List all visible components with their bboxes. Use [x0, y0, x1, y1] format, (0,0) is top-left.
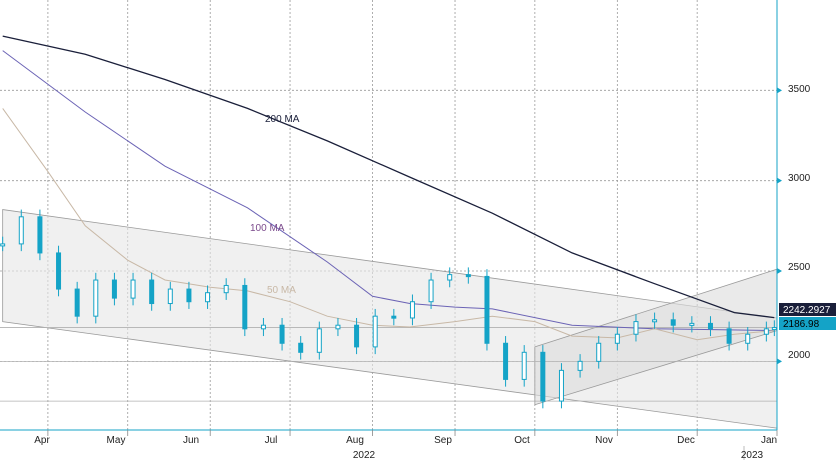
candle-body — [726, 328, 732, 344]
candle-body — [558, 369, 564, 402]
candle-body — [521, 351, 527, 380]
candle-body — [540, 351, 546, 402]
moving-average-lines — [2, 35, 775, 341]
candle-body — [298, 342, 304, 353]
candle-body — [771, 327, 777, 331]
y-tick-label: 3000 — [788, 173, 811, 184]
price-candles — [0, 209, 777, 409]
candle-body — [93, 279, 99, 317]
candle-body — [111, 279, 117, 299]
candle-body — [633, 321, 639, 335]
candle-body — [354, 324, 360, 348]
x-tick-label: Jun — [183, 435, 199, 446]
candle-body — [186, 288, 192, 303]
candle-body — [335, 324, 341, 330]
ma200-price-badge: 2242.2927 — [779, 303, 836, 316]
ma200-line — [2, 35, 775, 319]
candle-body — [465, 274, 471, 278]
y-tick-label: 2000 — [788, 350, 811, 361]
y-axis-ticks: 2000 2500 3000 3500 — [788, 84, 811, 361]
last-price-value: 2186.98 — [783, 319, 820, 330]
y-tick-label: 3500 — [788, 84, 811, 95]
x-tick-label: Jan — [761, 435, 777, 446]
ma50-label: 50 MA — [267, 285, 296, 296]
candle-body — [689, 322, 695, 326]
horizontal-levels — [0, 327, 777, 402]
x-tick-label: Apr — [34, 435, 50, 446]
candle-body — [652, 319, 658, 323]
candle-body — [484, 275, 490, 344]
candle-body — [56, 252, 62, 290]
ma100-label: 100 MA — [250, 223, 285, 234]
candle-body — [167, 288, 173, 305]
candle-body — [707, 322, 713, 330]
candle-body — [18, 216, 24, 245]
x-tick-label: May — [107, 435, 126, 446]
candle-body — [372, 315, 378, 348]
y-axis-tick-marker — [777, 177, 782, 184]
candle-body — [391, 315, 397, 319]
candle-body — [74, 288, 80, 317]
candle-body — [745, 333, 751, 344]
x-tick-label: Sep — [434, 435, 452, 446]
candle-body — [242, 284, 248, 330]
candle-body — [205, 292, 211, 303]
candle-body — [0, 243, 6, 247]
candle-body — [130, 279, 136, 299]
y-axis-tick-marker — [777, 358, 782, 365]
x-tick-label: Nov — [595, 435, 613, 446]
candle-body — [447, 274, 453, 281]
trend-channels — [2, 209, 778, 429]
candle-body — [37, 216, 43, 254]
y-tick-label: 2500 — [788, 262, 811, 273]
ma100-line — [2, 50, 775, 332]
y-axis-tick-marker — [777, 268, 782, 275]
candle-body — [428, 279, 434, 303]
candle-body — [279, 324, 285, 344]
ma200-badge-value: 2242.2927 — [783, 305, 831, 316]
x-tick-label: Dec — [677, 435, 695, 446]
candle-body — [614, 333, 620, 344]
x-tick-label: Jul — [265, 435, 278, 446]
candle-body — [149, 279, 155, 305]
candle-body — [223, 284, 229, 294]
x-tick-label: Aug — [346, 435, 364, 446]
x-year-label: 2023 — [741, 450, 764, 460]
x-tick-label: Oct — [514, 435, 530, 446]
candle-body — [409, 301, 415, 319]
axes — [0, 0, 782, 460]
candle-body — [763, 328, 769, 335]
x-axis-month-labels: Apr May Jun Jul Aug Sep Oct Nov Dec Jan — [34, 435, 777, 446]
candle-body — [316, 328, 322, 353]
ma50-line — [2, 108, 775, 341]
x-year-label: 2022 — [353, 450, 376, 460]
last-price-badge: 2186.98 — [779, 317, 836, 330]
candle-body — [577, 360, 583, 371]
ma200-label: 200 MA — [265, 114, 300, 125]
candle-body — [503, 342, 509, 380]
y-axis-tick-marker — [777, 87, 782, 94]
candle-body — [260, 324, 266, 330]
candle-body — [596, 342, 602, 362]
candle-body — [670, 319, 676, 326]
